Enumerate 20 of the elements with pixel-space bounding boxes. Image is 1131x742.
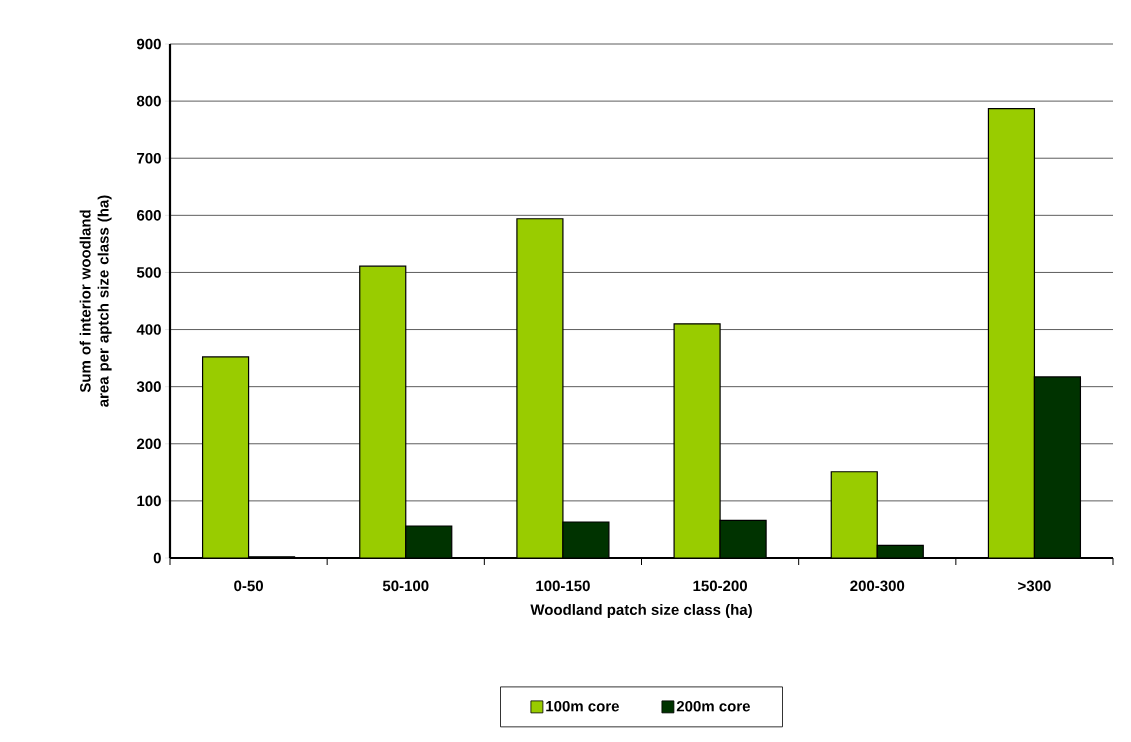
- y-tick-label: 800: [136, 95, 161, 107]
- y-tick-label: 200: [136, 438, 161, 450]
- y-tick-label: 500: [136, 267, 161, 278]
- legend-label: 200m core: [676, 700, 750, 712]
- y-tick-label: 0: [153, 552, 161, 564]
- y-tick-label: 700: [137, 152, 161, 164]
- x-axis-title: Woodland patch size class (ha): [530, 604, 752, 618]
- y-tick-label: 900: [136, 38, 161, 50]
- x-tick-label: 200-300: [850, 580, 905, 592]
- y-tick-label: 300: [136, 381, 161, 392]
- y-tick-label: 600: [137, 210, 161, 221]
- y-tick-label: 400: [136, 324, 161, 335]
- x-tick-label: 0-50: [234, 580, 263, 592]
- x-tick-label: 150-200: [693, 580, 747, 592]
- y-axis-title: Sum of interior woodland area per aptch size class (ha): [79, 195, 112, 407]
- x-tick-label: >300: [1018, 580, 1051, 592]
- legend-label: 100m core: [546, 700, 619, 712]
- y-tick-label: 100: [137, 495, 161, 507]
- x-tick-label: 50-100: [382, 580, 429, 592]
- x-tick-label: 100-150: [536, 580, 590, 592]
